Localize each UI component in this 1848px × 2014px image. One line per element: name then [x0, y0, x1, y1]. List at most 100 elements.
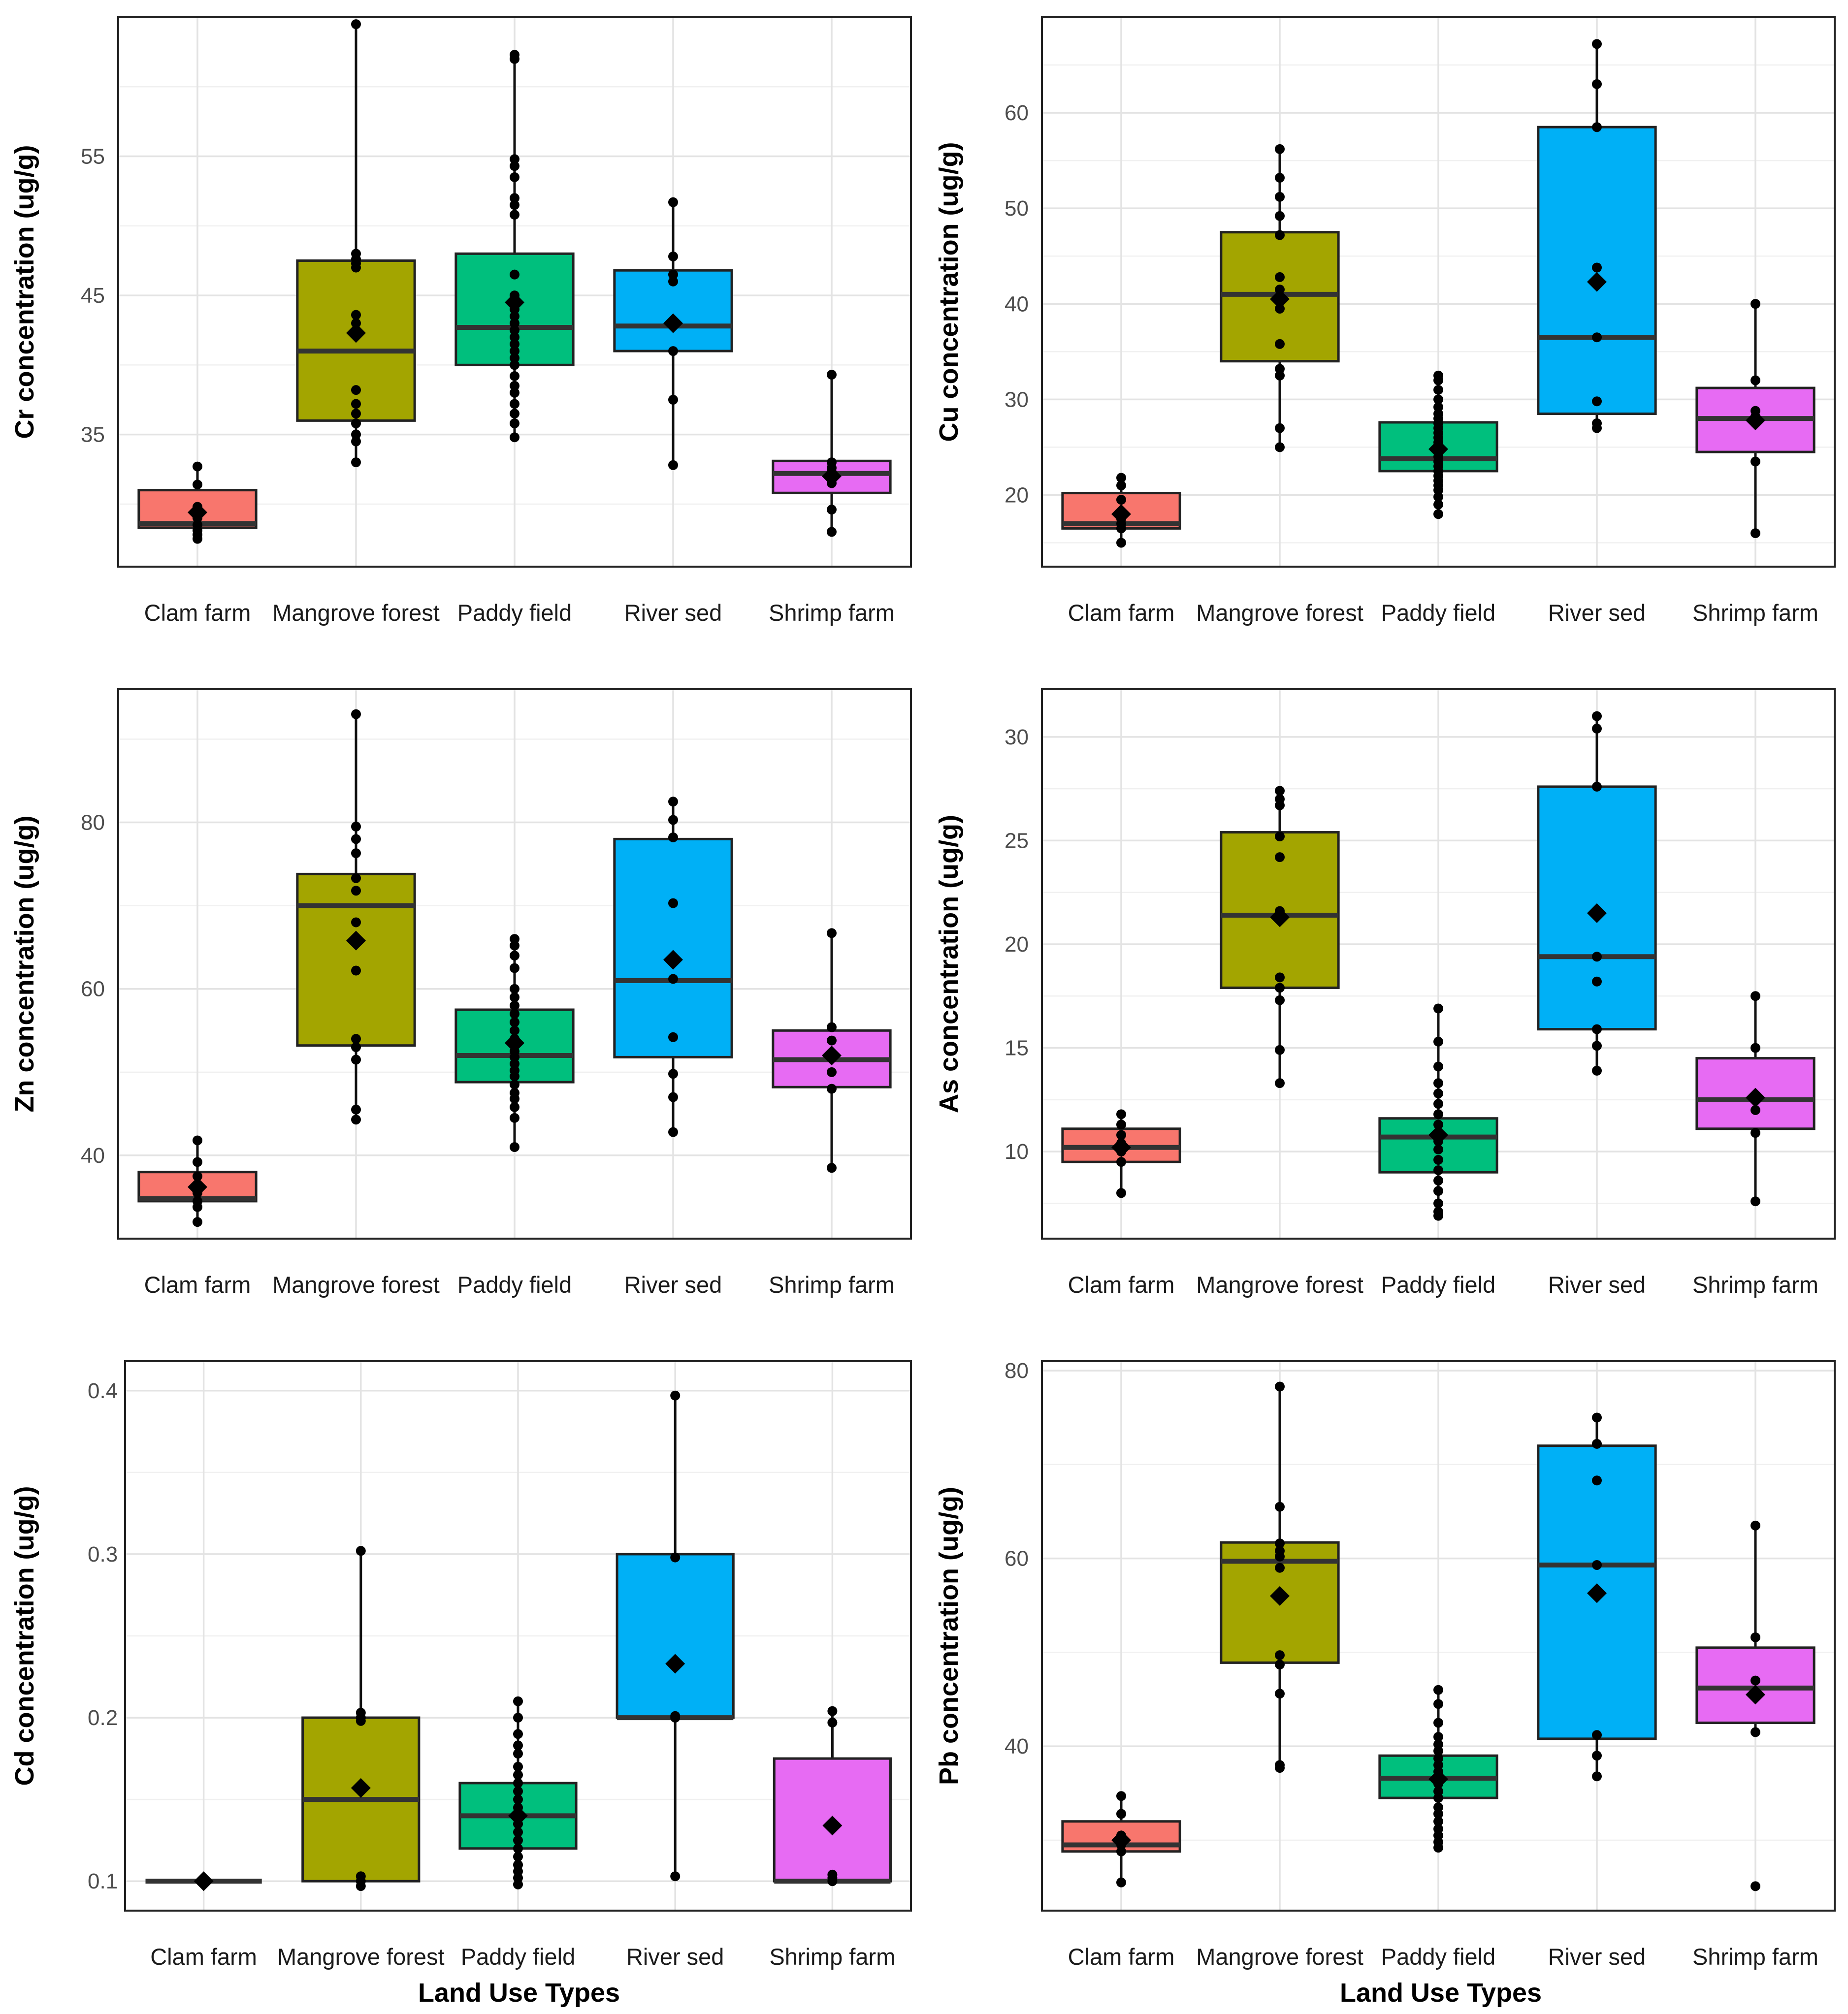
- cr-data-point: [351, 429, 361, 440]
- cr-x-category-label: Mangrove forest: [272, 600, 440, 626]
- cu-x-category-label: Clam farm: [1068, 600, 1175, 626]
- pb-mean-marker: [1111, 1830, 1131, 1850]
- as-data-point: [1751, 1043, 1760, 1053]
- zn-data-point: [510, 1025, 519, 1036]
- zn-data-point: [510, 934, 519, 944]
- as-data-point: [1275, 1045, 1285, 1055]
- cr-data-point: [668, 197, 678, 207]
- cr-data-point: [510, 360, 519, 370]
- zn-data-point: [351, 1115, 361, 1125]
- cr-data-point: [510, 371, 519, 381]
- cd-y-tick-label: 0.2: [88, 1706, 118, 1730]
- as-data-point: [1433, 1003, 1443, 1014]
- cd-data-point: [513, 1852, 523, 1862]
- pb-data-point: [1275, 1502, 1285, 1512]
- as-data-point: [1433, 1144, 1443, 1154]
- zn-data-point: [668, 974, 678, 984]
- zn-data-point: [510, 963, 519, 973]
- pb-panel-border: [1041, 1360, 1836, 1912]
- cr-y-axis-title: Cr concentration (ug/g): [10, 145, 39, 439]
- pb-data-point: [1433, 1802, 1443, 1813]
- as-data-point: [1433, 1207, 1443, 1217]
- cu-mean-marker: [1428, 439, 1448, 459]
- zn-data-point: [351, 1042, 361, 1053]
- pb-data-point: [1592, 1751, 1602, 1761]
- as-data-point: [1433, 1099, 1443, 1109]
- as-data-point: [1275, 1078, 1285, 1088]
- cd-mean-marker: [822, 1816, 843, 1836]
- pb-data-point: [1592, 1560, 1602, 1570]
- as-data-point: [1433, 1154, 1443, 1165]
- as-x-category-label: Shrimp farm: [1692, 1272, 1818, 1298]
- cd-data-point: [513, 1786, 523, 1796]
- cu-y-tick-label: 30: [1005, 387, 1029, 412]
- cr-data-point: [351, 436, 361, 447]
- pb-data-point: [1433, 1718, 1443, 1728]
- zn-data-point: [351, 848, 361, 859]
- cr-mean-marker: [822, 466, 842, 486]
- as-mean-marker: [1428, 1125, 1448, 1145]
- cd-data-point: [513, 1827, 523, 1837]
- zn-data-point: [510, 984, 519, 994]
- cu-panel: 20 30 40 50 60 Clam farm Mangrove forest Paddy …: [934, 16, 1836, 626]
- pb-mean-marker: [1428, 1769, 1448, 1789]
- pb-data-point: [1275, 1381, 1285, 1392]
- cd-y-tick-label: 0.1: [88, 1869, 118, 1893]
- zn-data-point: [827, 1163, 837, 1173]
- cr-data-point: [510, 193, 519, 203]
- x-axis-title-right: Land Use Types: [1340, 1978, 1542, 2008]
- cd-data-point: [513, 1761, 523, 1772]
- cr-data-point: [510, 269, 519, 280]
- cd-x-category-label: River sed: [626, 1944, 724, 1970]
- cu-x-category-label: Paddy field: [1381, 600, 1496, 626]
- cu-x-category-label: Shrimp farm: [1692, 600, 1818, 626]
- cr-data-point: [510, 432, 519, 443]
- zn-data-point: [668, 898, 678, 908]
- zn-x-category-label: Shrimp farm: [769, 1272, 895, 1298]
- cr-data-point: [351, 399, 361, 409]
- cr-panel-border: [117, 16, 912, 568]
- cr-data-point: [510, 332, 519, 342]
- as-data-point: [1592, 781, 1602, 792]
- as-data-point: [1433, 1186, 1443, 1196]
- pb-data-point: [1275, 1760, 1285, 1770]
- pb-data-point: [1433, 1732, 1443, 1742]
- as-data-point: [1433, 1119, 1443, 1130]
- zn-data-point: [668, 1032, 678, 1042]
- cu-data-point: [1275, 272, 1285, 282]
- cr-data-point: [351, 418, 361, 428]
- cr-data-point: [510, 50, 519, 60]
- zn-data-point: [827, 1067, 837, 1077]
- cd-data-point: [670, 1552, 681, 1563]
- cr-x-category-label: Paddy field: [457, 600, 572, 626]
- zn-data-point: [351, 873, 361, 883]
- cr-data-point: [510, 353, 519, 363]
- zn-data-point: [351, 1104, 361, 1115]
- zn-data-point: [193, 1217, 202, 1227]
- cu-data-point: [1592, 79, 1602, 89]
- zn-data-point: [351, 1034, 361, 1044]
- cr-data-point: [510, 311, 519, 321]
- pb-data-point: [1592, 1412, 1602, 1423]
- cu-data-point: [1592, 122, 1602, 132]
- cu-data-point: [1275, 442, 1285, 452]
- cu-panel-border: [1041, 16, 1836, 568]
- zn-y-tick-label: 40: [81, 1144, 105, 1168]
- cu-y-axis-title: Cu concentration (ug/g): [934, 142, 964, 442]
- cd-data-point: [513, 1740, 523, 1751]
- cd-data-point: [513, 1749, 523, 1759]
- pb-data-point: [1116, 1877, 1126, 1887]
- zn-data-point: [827, 1022, 837, 1032]
- pb-data-point: [1116, 1809, 1126, 1819]
- cu-data-point: [1592, 396, 1602, 407]
- zn-data-point: [193, 1171, 202, 1182]
- cd-data-point: [827, 1706, 838, 1716]
- cd-data-point: [513, 1770, 523, 1780]
- cd-mean-marker: [351, 1778, 371, 1798]
- cr-mean-marker: [663, 313, 683, 333]
- pb-data-point: [1275, 1538, 1285, 1549]
- cu-data-point: [1275, 144, 1285, 154]
- pb-data-point: [1592, 1439, 1602, 1449]
- cr-data-point: [351, 310, 361, 320]
